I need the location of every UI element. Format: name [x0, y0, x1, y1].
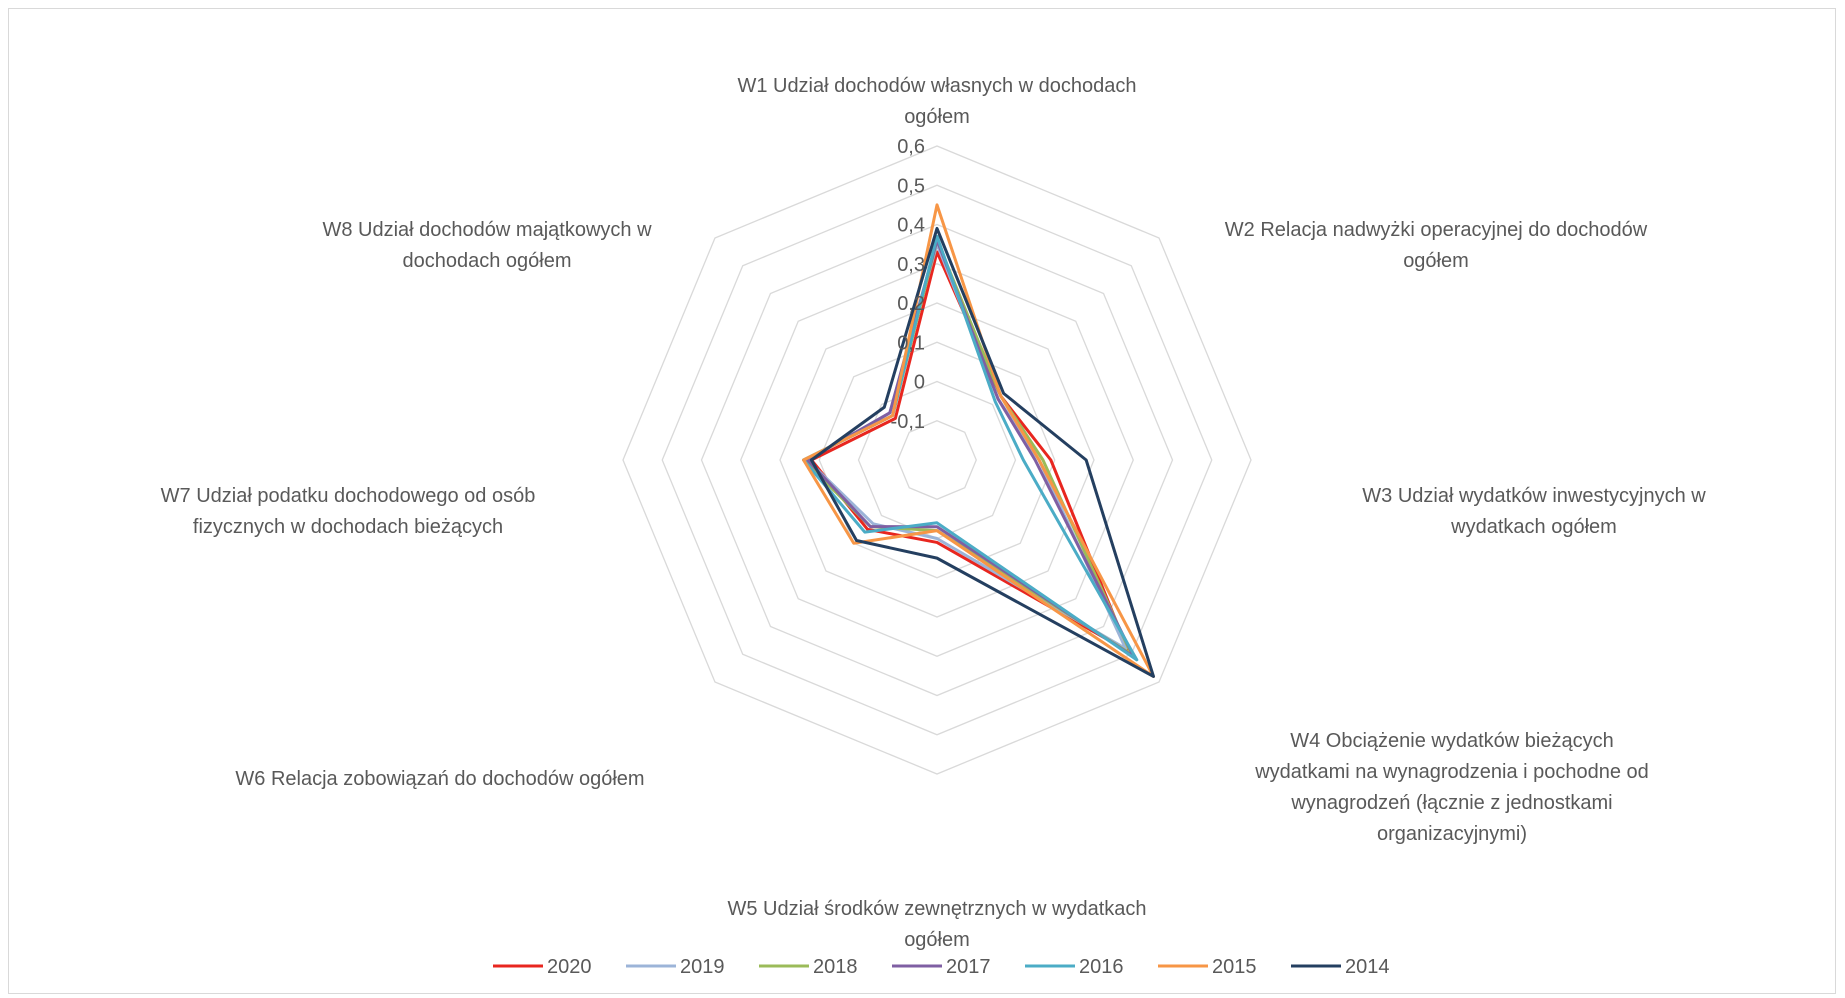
- category-label-w4: W4 Obciążenie wydatków bieżących wydatkam…: [1254, 730, 1649, 845]
- legend: 2020 2019 2018 2017 2016 2015 2014: [493, 956, 1390, 978]
- radar-grid: [622, 145, 1252, 775]
- grid-ring-1: [857, 380, 1017, 540]
- tick-label: 0: [914, 372, 925, 394]
- legend-item-2018: 2018: [759, 956, 858, 978]
- tick-label: 0,2: [897, 293, 925, 315]
- series-line-2014: [809, 226, 1155, 678]
- category-label-w8: W8 Udział dochodów majątkowych w dochodac…: [322, 219, 652, 272]
- grid-ring-6: [661, 184, 1213, 736]
- category-label-w5: W5 Udział środków zewnętrznych w wydatka…: [727, 898, 1146, 951]
- legend-item-2017: 2017: [892, 956, 991, 978]
- legend-label: 2014: [1345, 956, 1390, 978]
- tick-label: 0,3: [897, 254, 925, 276]
- category-label-w3: W3 Udział wydatków inwestycyjnych w wydat…: [1362, 485, 1706, 538]
- radar-series: [802, 203, 1155, 678]
- legend-label: 2016: [1079, 956, 1124, 978]
- category-label-w1: W1 Udział dochodów własnych w dochodach o…: [737, 75, 1136, 128]
- category-label-w2: W2 Relacja nadwyżki operacyjnej do docho…: [1225, 219, 1648, 272]
- series-line-2017: [805, 238, 1136, 659]
- grid-ring-3: [779, 302, 1095, 618]
- legend-label: 2015: [1212, 956, 1257, 978]
- legend-item-2015: 2015: [1158, 956, 1257, 978]
- grid-ring-7: [622, 145, 1252, 775]
- grid-ring-2: [818, 341, 1056, 579]
- tick-label: -0,1: [891, 411, 925, 433]
- radial-tick-labels: -0,1 0 0,1 0,2 0,3 0,4 0,5 0,6: [891, 136, 925, 433]
- series-line-2015: [802, 203, 1155, 678]
- tick-label: 0,4: [897, 215, 925, 237]
- legend-label: 2018: [813, 956, 858, 978]
- grid-ring-0: [897, 420, 977, 500]
- legend-item-2020: 2020: [493, 956, 592, 978]
- category-labels: W1 Udział dochodów własnych w dochodach o…: [161, 75, 1707, 951]
- grid-ring-4: [740, 263, 1134, 657]
- category-label-w6: W6 Relacja zobowiązań do dochodów ogółem: [235, 768, 644, 790]
- grid-ring-5: [700, 223, 1174, 697]
- category-label-w7: W7 Udział podatku dochodowego od osób fiz…: [161, 485, 536, 538]
- series-line-2020: [809, 250, 1131, 654]
- tick-label: 0,6: [897, 136, 925, 158]
- chart-frame: [8, 8, 1836, 994]
- legend-label: 2019: [680, 956, 725, 978]
- legend-label: 2017: [946, 956, 991, 978]
- legend-item-2016: 2016: [1025, 956, 1124, 978]
- legend-item-2014: 2014: [1291, 956, 1390, 978]
- legend-label: 2020: [547, 956, 592, 978]
- tick-label: 0,1: [897, 332, 925, 354]
- tick-label: 0,5: [897, 175, 925, 197]
- legend-item-2019: 2019: [626, 956, 725, 978]
